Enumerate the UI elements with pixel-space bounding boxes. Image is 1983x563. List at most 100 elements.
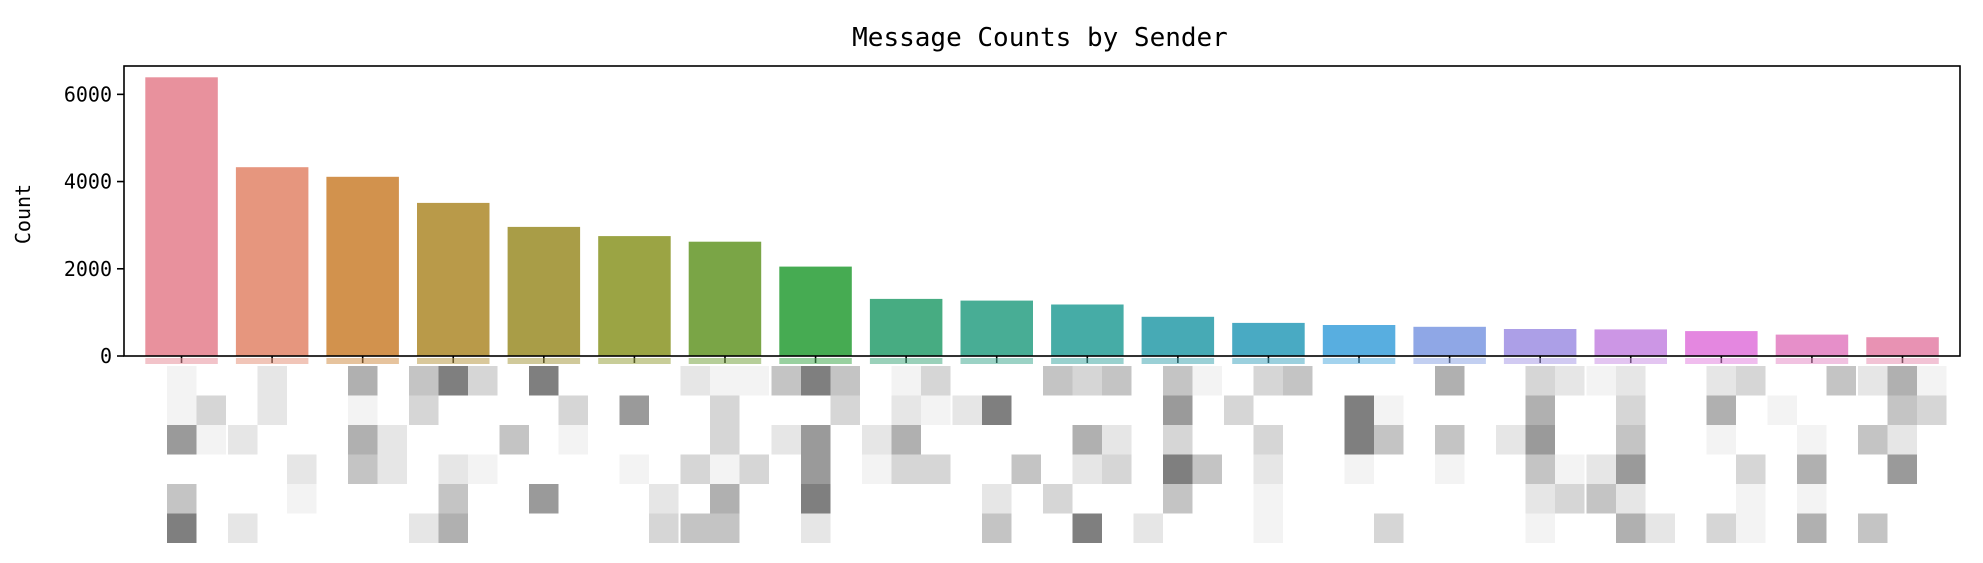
obscured-label-pixel [1616, 366, 1646, 396]
obscured-label-pixel [438, 484, 468, 514]
obscured-label-pixel [1344, 425, 1374, 455]
obscured-label-strip [1685, 358, 1758, 364]
obscured-label-pixel [227, 425, 258, 455]
obscured-label-pixel [710, 395, 740, 425]
bar [1775, 334, 1849, 356]
bar [1503, 329, 1577, 356]
obscured-label-strip [145, 358, 218, 364]
obscured-label-pixel [1525, 395, 1555, 425]
obscured-label-pixel [920, 395, 951, 425]
obscured-label-pixel [377, 454, 407, 484]
obscured-label-pixel [1586, 484, 1616, 514]
obscured-label-pixel [920, 366, 951, 396]
obscured-label-pixel [1163, 366, 1193, 396]
obscured-label-pixel [1858, 513, 1888, 543]
obscured-label-pixel [1253, 366, 1284, 396]
obscured-label-pixel [1102, 366, 1132, 396]
plot-frame [123, 65, 1961, 357]
obscured-label-pixel [710, 425, 740, 455]
obscured-label-pixel [1525, 513, 1555, 543]
obscured-label-pixel [1887, 395, 1918, 425]
obscured-label-pixel [1072, 513, 1102, 543]
obscured-label-pixel [347, 425, 378, 455]
obscured-label-pixel [739, 366, 770, 396]
obscured-label-strip [326, 358, 399, 364]
obscured-label-pixel [739, 454, 770, 484]
obscured-label-pixel [558, 395, 589, 425]
obscured-label-pixel [286, 454, 317, 484]
obscured-label-pixel [680, 513, 711, 543]
obscured-label-pixel [619, 454, 650, 484]
y-axis: 0 2000 4000 6000 [64, 82, 124, 368]
obscured-label-pixel [257, 366, 287, 396]
obscured-label-pixel [771, 366, 801, 396]
obscured-label-pixel [1163, 425, 1193, 455]
obscured-label-pixel [1887, 454, 1918, 484]
obscured-label-pixel [1554, 454, 1585, 484]
obscured-label-pixel [1344, 454, 1374, 484]
obscured-label-pixel [1163, 395, 1193, 425]
obscured-label-pixel [1253, 513, 1284, 543]
obscured-label-pixel [166, 425, 197, 455]
obscured-label-strip [869, 358, 943, 364]
obscured-x-tick-labels [145, 358, 1947, 543]
obscured-label-pixel [619, 395, 650, 425]
bar [1322, 325, 1396, 356]
obscured-label-pixel [1344, 395, 1374, 425]
obscured-label-pixel [1163, 454, 1193, 484]
obscured-label-pixel [1163, 484, 1193, 514]
bar [960, 300, 1033, 356]
obscured-label-pixel [649, 513, 679, 543]
obscured-label-pixel [529, 484, 559, 514]
obscured-label-pixel [800, 366, 831, 396]
obscured-label-pixel [377, 425, 407, 455]
obscured-label-pixel [1736, 454, 1766, 484]
obscured-label-pixel [196, 395, 226, 425]
obscured-label-pixel [952, 395, 982, 425]
obscured-label-pixel [1373, 395, 1404, 425]
obscured-label-pixel [800, 454, 831, 484]
obscured-label-pixel [710, 484, 740, 514]
obscured-label-pixel [891, 454, 921, 484]
obscured-label-pixel [891, 366, 921, 396]
obscured-label-pixel [1224, 395, 1254, 425]
obscured-label-pixel [1706, 395, 1737, 425]
obscured-label-strip [1232, 358, 1305, 364]
obscured-label-pixel [1797, 513, 1827, 543]
y-tick-label: 4000 [64, 170, 112, 194]
obscured-label-pixel [920, 454, 951, 484]
obscured-label-strip [1594, 358, 1667, 364]
bar [235, 167, 309, 356]
obscured-label-pixel [1767, 395, 1798, 425]
obscured-label-pixel [1133, 513, 1164, 543]
obscured-label-pixel [1283, 366, 1313, 396]
obscured-label-pixel [1917, 395, 1947, 425]
obscured-label-pixel [1043, 484, 1073, 514]
obscured-label-pixel [1495, 425, 1526, 455]
obscured-label-pixel [1011, 454, 1041, 484]
obscured-label-pixel [891, 425, 921, 455]
obscured-label-strip [1141, 358, 1215, 364]
obscured-label-pixel [1253, 484, 1284, 514]
obscured-label-pixel [1373, 425, 1404, 455]
obscured-label-pixel [1645, 513, 1675, 543]
bar [1232, 322, 1305, 356]
obscured-label-pixel [1797, 454, 1827, 484]
bar [1685, 331, 1758, 356]
obscured-label-strip [1866, 358, 1939, 364]
obscured-label-strip [598, 358, 671, 364]
obscured-label-pixel [710, 366, 740, 396]
y-tick-label: 6000 [64, 82, 112, 106]
obscured-label-pixel [771, 425, 801, 455]
obscured-label-pixel [438, 454, 468, 484]
chart-title: Message Counts by Sender [852, 23, 1228, 53]
obscured-label-pixel [438, 366, 468, 396]
obscured-label-pixel [1525, 366, 1555, 396]
obscured-label-strip [1503, 358, 1577, 364]
obscured-label-pixel [347, 454, 378, 484]
bar [507, 226, 581, 356]
obscured-label-strip [960, 358, 1033, 364]
obscured-label-strip [235, 358, 309, 364]
obscured-label-pixel [468, 454, 498, 484]
obscured-label-strip [779, 358, 852, 364]
